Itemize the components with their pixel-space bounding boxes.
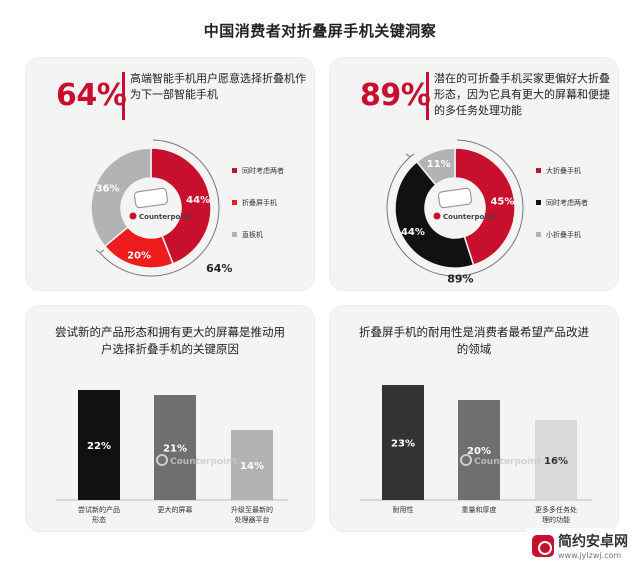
donut-slice <box>90 147 152 248</box>
panel-upgrade-intent: 64% 高端智能手机用户愿意选择折叠机作为下一部智能手机 44% 20% 36% 64… <box>26 58 314 290</box>
slice-value-label: 36% <box>96 184 120 195</box>
category-tick-label: 耐用性 <box>393 505 414 514</box>
donut-slice <box>415 147 456 186</box>
slice-value-label: 44% <box>401 227 425 238</box>
category-tick-label: 升级至最新的 <box>231 505 273 514</box>
bracket-arrow <box>95 249 105 254</box>
slice-value-label: 20% <box>127 250 151 261</box>
legend-label: 小折叠手机 <box>546 230 581 239</box>
bar <box>78 390 120 500</box>
bar <box>458 400 500 500</box>
donut-slice <box>454 147 516 267</box>
bar-value-label: 14% <box>240 461 264 472</box>
big-percent: 64% <box>56 78 127 113</box>
bracket-arc <box>386 139 524 277</box>
chart-title: 尝试新的产品形态和拥有更大的屏幕是推动用户选择折叠手机的关键原因 <box>55 325 285 356</box>
panel-improvement-areas: 折叠屏手机的耐用性是消费者最希望产品改进的领域 23% 耐用性 20% 重量和厚度 16… <box>330 306 618 531</box>
share-annotation: 89% <box>447 272 473 285</box>
legend-label: 大折叠手机 <box>546 166 581 175</box>
foldable-phone-icon <box>437 187 473 209</box>
category-tick-label: 处理器平台 <box>235 515 270 524</box>
bar-value-label: 22% <box>87 441 111 452</box>
legend-swatch <box>536 232 541 237</box>
bar <box>535 420 577 500</box>
legend-swatch <box>536 168 541 173</box>
bar-value-label: 23% <box>391 439 415 450</box>
share-annotation: 64% <box>206 262 232 275</box>
foldable-phone-icon <box>133 187 169 209</box>
big-percent: 89% <box>360 78 431 113</box>
bracket-arrow <box>405 153 415 158</box>
brand-logo-icon <box>433 212 441 220</box>
legend-label: 直板机 <box>242 230 263 239</box>
donut-slice <box>150 147 212 265</box>
brand-logo-icon <box>156 454 168 466</box>
site-watermark: 简约安卓网 www.jylzwj.com <box>526 528 634 563</box>
legend-label: 同时考虑两者 <box>546 198 588 207</box>
accent-divider <box>122 72 125 120</box>
category-tick-label: 重量和厚度 <box>462 505 497 514</box>
category-tick-label: 形态 <box>92 515 106 524</box>
category-tick-label: 理的功能 <box>542 515 570 524</box>
bar-value-label: 21% <box>163 444 187 455</box>
panel-form-preference: 89% 潜在的可折叠手机买家更偏好大折叠形态，因为它具有更大的屏幕和便捷的多任务… <box>330 58 618 290</box>
bar <box>382 385 424 500</box>
legend-swatch <box>232 168 237 173</box>
slice-value-label: 11% <box>427 159 451 170</box>
slice-value-label: 45% <box>490 196 514 207</box>
watermark-url: www.jylzwj.com <box>558 551 622 560</box>
bar-value-label: 20% <box>467 446 491 457</box>
panel-purchase-reasons: 尝试新的产品形态和拥有更大的屏幕是推动用户选择折叠手机的关键原因 22% 尝试新的… <box>26 306 314 531</box>
bracket-arc <box>99 139 220 277</box>
chart-title: 折叠屏手机的耐用性是消费者最希望产品改进的领域 <box>359 325 589 356</box>
accent-divider <box>426 72 429 120</box>
legend-swatch <box>232 200 237 205</box>
donut-slice <box>394 160 475 269</box>
brand-logo-text: Counterpoint <box>170 457 238 467</box>
legend-swatch <box>536 200 541 205</box>
slice-value-label: 44% <box>186 195 210 206</box>
brand-logo-icon <box>460 454 472 466</box>
panel-headline: 高端智能手机用户愿意选择折叠机作为下一部智能手机 <box>130 72 306 101</box>
brand-logo-text: Counterpoint <box>474 457 542 467</box>
watermark-name: 简约安卓网 <box>558 534 628 550</box>
android-logo-icon <box>532 534 554 557</box>
legend-swatch <box>232 232 237 237</box>
page-title: 中国消费者对折叠屏手机关键洞察 <box>203 22 437 40</box>
brand-logo-icon <box>129 212 137 220</box>
panel-headline: 潜在的可折叠手机买家更偏好大折叠形态，因为它具有更大的屏幕和便捷的多任务处理功能 <box>434 72 610 117</box>
category-tick-label: 尝试新的产品 <box>78 505 120 514</box>
category-tick-label: 更多多任务处 <box>535 505 577 514</box>
brand-logo-text: Counterpoint <box>139 213 192 221</box>
legend-label: 同时考虑两者 <box>242 166 284 175</box>
brand-logo-text: Counterpoint <box>443 213 496 221</box>
bar <box>154 395 196 500</box>
bar-value-label: 16% <box>544 456 568 467</box>
legend-label: 折叠屏手机 <box>242 198 277 207</box>
category-tick-label: 更大的屏幕 <box>158 505 193 514</box>
bar <box>231 430 273 500</box>
